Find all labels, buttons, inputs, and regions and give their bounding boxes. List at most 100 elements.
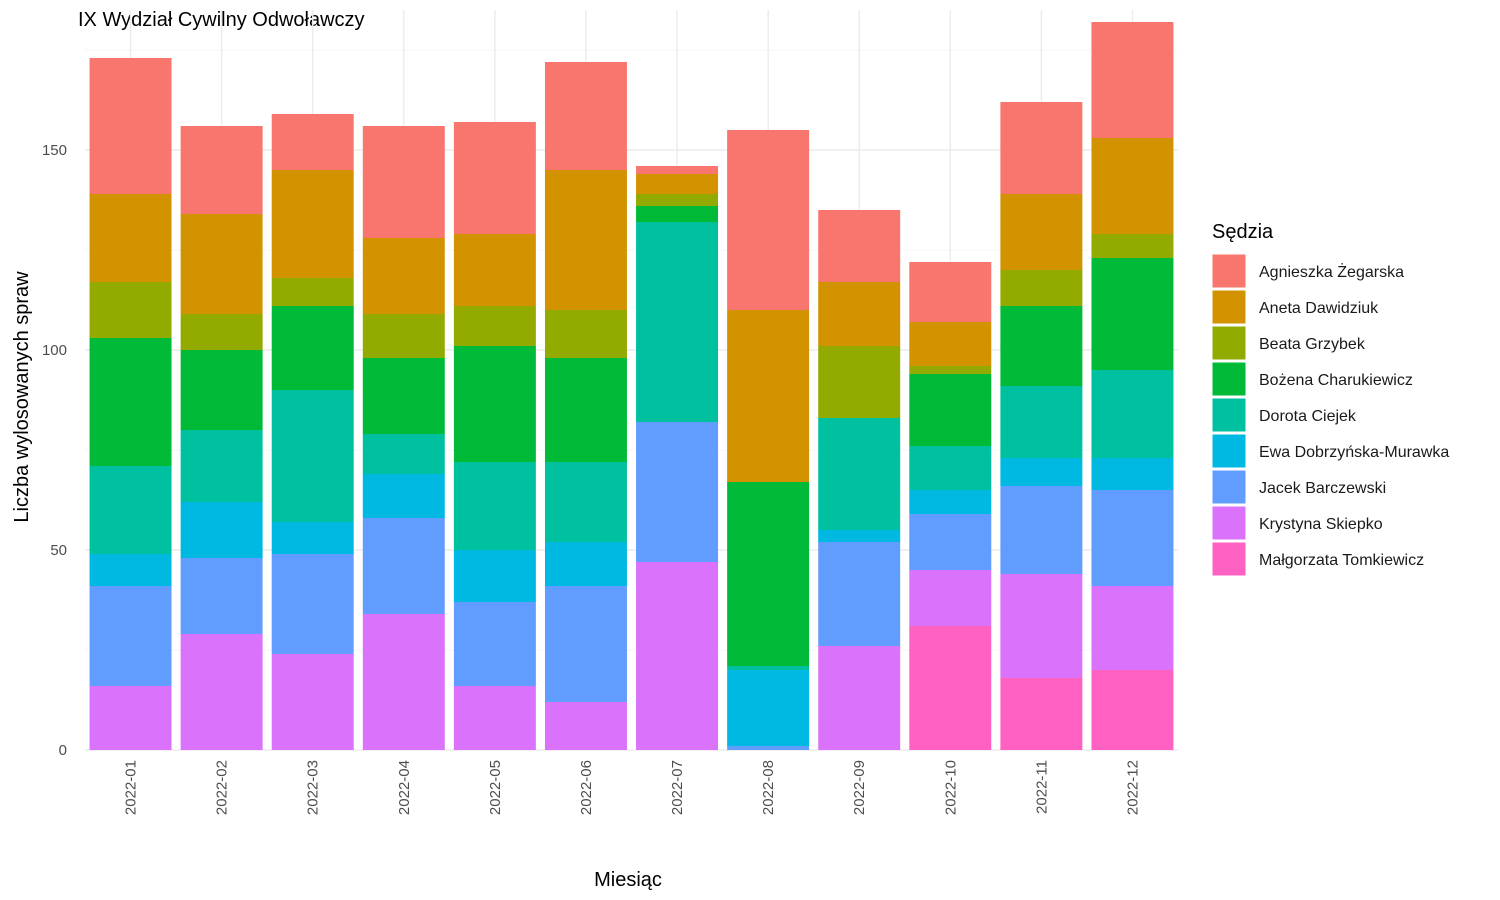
bar-segment (89, 58, 172, 194)
bar-segment (180, 558, 263, 634)
bar-segment (818, 646, 901, 750)
x-tick-label: 2022-10 (942, 760, 959, 815)
bar-segment (453, 346, 536, 462)
bar-segment (1091, 22, 1174, 138)
x-tick-label: 2022-12 (1124, 760, 1141, 815)
y-tick-label: 100 (42, 342, 67, 359)
bar-segment (909, 626, 992, 750)
bar-segment (89, 466, 172, 554)
bar-segment (362, 474, 445, 518)
x-tick-label: 2022-02 (214, 760, 231, 815)
x-tick-label: 2022-04 (396, 760, 413, 815)
bar-segment (544, 462, 627, 542)
x-tick-label: 2022-09 (851, 760, 868, 815)
legend-label: Krystyna Skiepko (1259, 516, 1383, 533)
bar-segment (1091, 670, 1174, 750)
y-tick-label: 150 (42, 142, 67, 159)
x-tick-label: 2022-01 (123, 760, 140, 815)
bar-segment (544, 702, 627, 750)
bar-segment (362, 434, 445, 474)
bar-segment (453, 602, 536, 686)
y-tick-label: 0 (59, 742, 67, 759)
bar-segment (180, 214, 263, 314)
bar-segment (1091, 370, 1174, 458)
bar-segment (271, 522, 354, 554)
bar-segment (727, 666, 810, 670)
legend-label: Ewa Dobrzyńska-Murawka (1259, 444, 1449, 461)
bar-segment (89, 194, 172, 282)
bar-segment (271, 390, 354, 522)
bar-segment (1000, 102, 1083, 194)
bar-segment (544, 310, 627, 358)
bar-segment (909, 374, 992, 446)
bar-segment (180, 430, 263, 502)
bar-segment (453, 122, 536, 234)
legend-key (1211, 505, 1247, 541)
y-tick-labels: 0 50 100 150 (42, 142, 67, 759)
bar-segment (271, 554, 354, 654)
legend-key (1211, 325, 1247, 361)
bar-segment (818, 530, 901, 542)
bar-segment (1000, 270, 1083, 306)
bar-segment (362, 126, 445, 238)
y-axis-title: Liczba wylosowanych spraw (11, 271, 33, 523)
bar-segment (89, 586, 172, 686)
bar-segment (909, 490, 992, 514)
bar-segment (1000, 194, 1083, 270)
bar-segment (271, 306, 354, 390)
bar-segment (271, 654, 354, 750)
legend-label: Beata Grzybek (1259, 336, 1366, 353)
bar-segment (1000, 386, 1083, 458)
bar-segment (180, 350, 263, 430)
bar-segment (818, 418, 901, 530)
bar-segment (89, 282, 172, 338)
bar-segment (727, 670, 810, 746)
bar-segment (727, 130, 810, 310)
bar-segment (89, 686, 172, 750)
bar-segment (362, 518, 445, 614)
bar-segment (362, 614, 445, 750)
legend-label: Dorota Ciejek (1259, 408, 1357, 425)
legend-key (1211, 433, 1247, 469)
legend-label: Jacek Barczewski (1259, 480, 1386, 497)
bar-segment (362, 238, 445, 314)
bar-segment (544, 170, 627, 310)
bar-segment (1091, 490, 1174, 586)
bar-segment (1091, 586, 1174, 670)
bar-segment (544, 586, 627, 702)
bar-segment (180, 314, 263, 350)
bar-segment (727, 310, 810, 482)
legend-label: Bożena Charukiewicz (1259, 372, 1413, 389)
bar-segment (544, 62, 627, 170)
bar-segment (1000, 306, 1083, 386)
legend-label: Małgorzata Tomkiewicz (1259, 552, 1424, 569)
bar-segment (1000, 458, 1083, 486)
bar-segment (544, 358, 627, 462)
bar-segment (453, 234, 536, 306)
bars (89, 22, 1174, 750)
bar-segment (89, 554, 172, 586)
legend-title: Sędzia (1212, 221, 1274, 243)
x-tick-label: 2022-03 (305, 760, 322, 815)
bar-segment (544, 542, 627, 586)
bar-segment (271, 278, 354, 306)
bar-segment (909, 262, 992, 322)
bar-segment (909, 366, 992, 374)
bar-segment (1091, 138, 1174, 234)
bar-segment (453, 462, 536, 550)
bar-segment (1000, 678, 1083, 750)
bar-segment (818, 542, 901, 646)
bar-segment (1091, 458, 1174, 490)
bar-segment (1091, 234, 1174, 258)
legend-key (1211, 469, 1247, 505)
bar-segment (1091, 258, 1174, 370)
x-tick-labels: 2022-01 2022-02 2022-03 2022-04 2022-05 2022-… (123, 760, 1142, 815)
bar-segment (362, 314, 445, 358)
bar-segment (636, 194, 719, 206)
bar-segment (727, 482, 810, 666)
x-tick-label: 2022-07 (669, 760, 686, 815)
bar-segment (636, 206, 719, 222)
x-tick-label: 2022-08 (760, 760, 777, 815)
legend-key (1211, 541, 1247, 577)
